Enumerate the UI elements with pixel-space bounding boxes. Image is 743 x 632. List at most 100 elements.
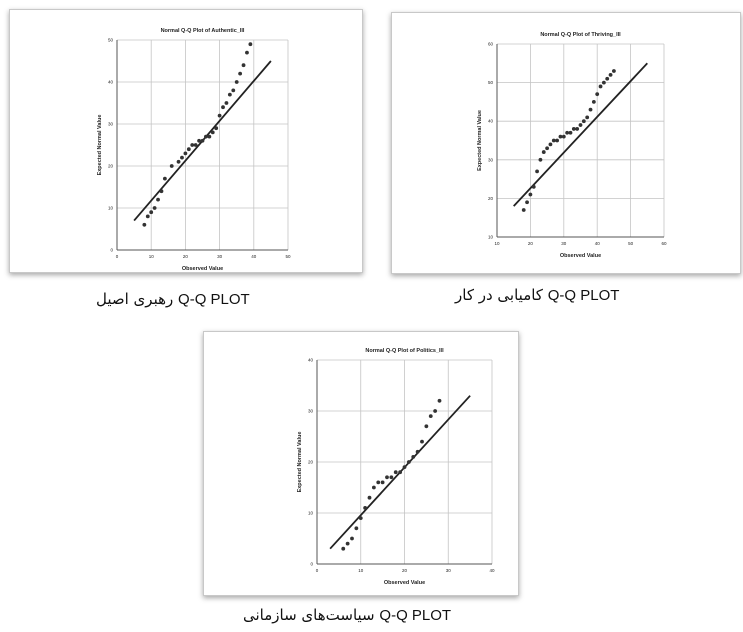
y-tick-label: 10 <box>308 511 314 516</box>
data-point <box>585 115 590 120</box>
data-point <box>152 206 157 210</box>
data-point <box>200 138 205 143</box>
data-point <box>433 409 438 413</box>
data-point <box>193 143 198 147</box>
data-point <box>180 155 184 160</box>
data-point <box>541 150 546 154</box>
data-point <box>341 546 346 551</box>
data-point <box>411 455 416 459</box>
data-point <box>358 516 363 520</box>
x-tick-label: 30 <box>561 241 567 246</box>
y-tick-label: 30 <box>308 409 314 414</box>
x-tick-label: 50 <box>628 241 634 246</box>
chart-frame-authentic: 0 10 20 30 40 50 0 10 20 30 40 50 Normal Q-Q Plot of… <box>9 9 363 273</box>
caption-text: کامیابی در کار <box>455 286 543 304</box>
chart-title: Normal Q-Q Plot of Thriving_III <box>540 32 621 38</box>
caption-tag: Q-Q PLOT <box>547 287 620 304</box>
y-tick-label: 0 <box>310 562 313 567</box>
qq-plot-thriving: 10 20 30 40 50 60 10 20 30 40 50 60 Normal Q-Q Plot … <box>477 32 667 259</box>
x-tick-label: 10 <box>149 254 155 259</box>
data-point <box>545 146 549 151</box>
data-point <box>385 475 389 480</box>
data-point <box>561 134 566 139</box>
data-point <box>190 143 195 147</box>
caption-tag: Q-Q PLOT <box>379 607 452 624</box>
data-point <box>591 100 596 104</box>
data-point <box>525 200 529 205</box>
x-tick-label: 30 <box>446 568 452 573</box>
data-point <box>169 164 174 168</box>
data-point <box>521 208 526 212</box>
y-tick-label: 50 <box>488 80 494 85</box>
data-point <box>393 470 398 475</box>
chart-title: Normal Q-Q Plot of Authentic_III <box>161 28 245 34</box>
data-point <box>389 475 394 480</box>
data-point <box>428 414 433 418</box>
x-tick-label: 20 <box>528 241 534 246</box>
x-tick-label: 0 <box>116 254 119 259</box>
y-tick-label: 40 <box>488 119 494 124</box>
data-point <box>406 460 411 464</box>
y-tick-label: 20 <box>308 460 314 465</box>
x-tick-label: 20 <box>402 568 408 573</box>
data-point <box>217 113 222 118</box>
caption-text: رهبری اصیل <box>96 290 174 308</box>
x-tick-label: 10 <box>494 241 500 246</box>
data-point <box>142 222 147 227</box>
y-tick-label: 40 <box>108 80 114 85</box>
y-axis-label: Expected Normal Value <box>477 110 483 171</box>
data-point <box>354 526 359 531</box>
data-point <box>568 130 573 135</box>
reference-line <box>513 62 648 207</box>
data-point <box>415 449 420 454</box>
x-axis-label: Observed Value <box>384 580 425 586</box>
data-point <box>531 184 536 189</box>
y-tick-label: 60 <box>488 42 494 47</box>
data-point <box>555 138 560 143</box>
x-tick-label: 40 <box>251 254 257 259</box>
data-point <box>176 159 181 164</box>
x-axis-label: Observed Value <box>560 253 601 259</box>
data-point <box>601 80 606 85</box>
data-point <box>424 424 429 429</box>
caption-text: سیاست‌های سازمانی <box>243 606 375 624</box>
data-point <box>380 480 385 485</box>
data-point <box>605 76 610 81</box>
data-point <box>367 495 372 500</box>
data-point <box>535 169 539 174</box>
x-tick-label: 40 <box>595 241 601 246</box>
data-point <box>210 130 215 135</box>
x-tick-label: 30 <box>217 254 223 259</box>
x-axis-label: Observed Value <box>182 266 223 272</box>
y-tick-label: 20 <box>108 164 114 169</box>
y-tick-label: 30 <box>108 122 114 127</box>
data-point <box>538 157 543 162</box>
data-point <box>578 123 583 127</box>
data-point <box>608 72 613 77</box>
x-tick-label: 40 <box>489 568 495 573</box>
data-point <box>186 147 191 152</box>
data-point <box>207 134 212 139</box>
data-point <box>156 197 160 202</box>
y-tick-label: 0 <box>110 248 113 253</box>
data-point <box>402 465 407 469</box>
x-tick-label: 0 <box>316 568 319 573</box>
data-point <box>558 134 563 139</box>
data-point <box>575 127 580 131</box>
data-point <box>598 84 603 89</box>
chart-frame-thriving: 10 20 30 40 50 60 10 20 30 40 50 60 Normal Q-Q Plot … <box>391 12 741 274</box>
x-tick-label: 50 <box>285 254 291 259</box>
caption-authentic: Q-Q PLOT رهبری اصیل <box>96 290 250 308</box>
y-tick-label: 30 <box>488 157 494 162</box>
data-point <box>350 536 354 541</box>
x-tick-label: 10 <box>358 568 364 573</box>
data-point <box>149 210 154 215</box>
chart-frame-politics: 0 10 20 30 40 0 10 20 30 40 Normal Q-Q Plot of Pol… <box>203 331 519 596</box>
data-point <box>238 71 243 76</box>
data-point <box>437 398 442 403</box>
data-point <box>204 134 208 139</box>
y-axis-label: Expected Normal Value <box>297 432 303 493</box>
data-point <box>241 63 246 68</box>
data-point <box>551 138 556 143</box>
data-point <box>548 142 553 147</box>
